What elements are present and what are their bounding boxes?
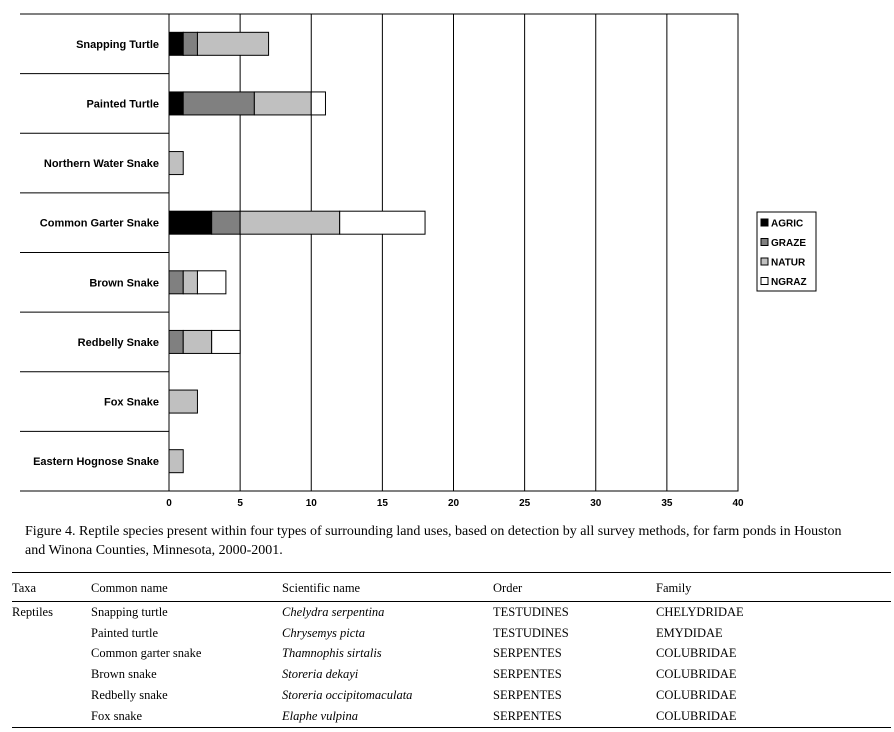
taxa-cell <box>12 706 91 727</box>
order-cell: SERPENTES <box>493 646 562 661</box>
scientific-name-cell: Chelydra serpentina <box>282 604 385 619</box>
scientific-name-cell: Chrysemys picta <box>282 625 365 640</box>
reptile-landuse-chart: Snapping Turtle Painted Turtle Northern Wa… <box>20 13 817 509</box>
bar-natur <box>182 329 213 354</box>
common-name-cell: Redbelly snake <box>91 688 168 703</box>
category-label: Brown Snake <box>89 277 159 289</box>
bar-graze <box>168 329 184 354</box>
legend: AGRIC GRAZE NATUR NGRAZ <box>756 211 817 292</box>
legend-label: NGRAZ <box>771 277 807 288</box>
x-tick-label: 10 <box>306 498 318 509</box>
x-tick-label: 30 <box>590 498 602 509</box>
table-row: Redbelly snake Storeria occipitomaculata… <box>12 685 891 706</box>
category-label: Redbelly Snake <box>78 337 159 349</box>
figure-caption: Figure 4. Reptile species present within… <box>25 524 842 558</box>
taxa-cell <box>12 623 91 644</box>
bar-natur <box>182 270 198 295</box>
bars <box>168 31 426 474</box>
plot-frame <box>168 13 739 492</box>
legend-swatch <box>760 257 769 266</box>
table-header-row: Taxa Common name Scientific name Order F… <box>12 572 891 602</box>
bar-natur <box>253 91 312 116</box>
x-tick-label: 0 <box>166 498 172 509</box>
category-separators <box>20 13 169 492</box>
x-tick-label: 40 <box>732 498 744 509</box>
bar-graze <box>211 210 241 235</box>
species-table: Taxa Common name Scientific name Order F… <box>12 572 891 728</box>
x-tick-label: 15 <box>377 498 389 509</box>
legend-swatch <box>760 238 769 246</box>
family-cell: COLUBRIDAE <box>656 646 737 661</box>
bar-natur <box>168 389 198 414</box>
x-tick-label: 5 <box>237 498 243 509</box>
gridlines <box>239 14 668 491</box>
bar-agric <box>168 31 184 56</box>
x-tick-label: 25 <box>519 498 531 509</box>
taxa-cell: Reptiles <box>12 604 53 619</box>
legend-label: AGRIC <box>771 219 803 230</box>
bar-natur <box>239 210 341 235</box>
plot-area-border <box>168 13 739 492</box>
category-label: Painted Turtle <box>86 98 159 110</box>
taxa-cell <box>12 644 91 665</box>
legend-label: GRAZE <box>771 238 806 249</box>
bar-ngraz <box>196 270 227 295</box>
category-label: Northern Water Snake <box>44 158 159 170</box>
common-name-cell: Snapping turtle <box>91 604 168 619</box>
scientific-name-cell: Storeria dekayi <box>282 667 359 682</box>
category-label: Snapping Turtle <box>76 39 159 51</box>
family-cell: COLUBRIDAE <box>656 708 737 723</box>
family-cell: EMYDIDAE <box>656 625 723 640</box>
scientific-name-cell: Thamnophis sirtalis <box>282 646 382 661</box>
common-name-cell: Painted turtle <box>91 625 158 640</box>
category-label: Eastern Hognose Snake <box>33 456 159 468</box>
taxa-cell <box>12 664 91 685</box>
order-cell: TESTUDINES <box>493 604 569 619</box>
table-row: Painted turtle Chrysemys picta TESTUDINE… <box>12 623 891 644</box>
bar-natur <box>168 151 184 176</box>
header-scientific-name: Scientific name <box>282 580 361 595</box>
category-label: Fox Snake <box>104 397 159 409</box>
family-cell: CHELYDRIDAE <box>656 604 744 619</box>
bar-ngraz <box>310 91 326 116</box>
bar-natur <box>168 449 184 474</box>
bar-agric <box>168 91 184 116</box>
table-row: Fox snake Elaphe vulpina SERPENTES COLUB… <box>12 706 891 728</box>
order-cell: SERPENTES <box>493 708 562 723</box>
bar-graze <box>182 91 255 116</box>
common-name-cell: Brown snake <box>91 667 157 682</box>
common-name-cell: Common garter snake <box>91 646 202 661</box>
x-tick-label: 35 <box>661 498 673 509</box>
bar-ngraz <box>339 210 426 235</box>
order-cell: SERPENTES <box>493 688 562 703</box>
scientific-name-cell: Elaphe vulpina <box>282 708 359 723</box>
order-cell: TESTUDINES <box>493 625 569 640</box>
bar-graze <box>168 270 184 295</box>
taxa-cell <box>12 685 91 706</box>
order-cell: SERPENTES <box>493 667 562 682</box>
category-label: Common Garter Snake <box>40 218 159 230</box>
common-name-cell: Fox snake <box>91 708 143 723</box>
table-row: Common garter snake Thamnophis sirtalis … <box>12 644 891 665</box>
bar-graze <box>182 31 198 56</box>
legend-swatch <box>760 277 769 285</box>
header-common-name: Common name <box>91 580 168 595</box>
family-cell: COLUBRIDAE <box>656 667 737 682</box>
category-labels: Snapping Turtle Painted Turtle Northern Wa… <box>33 39 159 468</box>
scientific-name-cell: Storeria occipitomaculata <box>282 688 413 703</box>
header-taxa: Taxa <box>12 580 37 595</box>
table-row: Reptiles Snapping turtle Chelydra serpen… <box>12 602 891 623</box>
legend-label: NATUR <box>771 258 806 269</box>
bar-agric <box>168 210 213 235</box>
header-order: Order <box>493 580 523 595</box>
bar-ngraz <box>211 329 241 354</box>
x-axis-ticks: 0 5 10 15 20 25 30 35 40 <box>166 498 744 509</box>
table-row: Brown snake Storeria dekayi SERPENTES CO… <box>12 664 891 685</box>
family-cell: COLUBRIDAE <box>656 688 737 703</box>
x-tick-label: 20 <box>448 498 460 509</box>
header-family: Family <box>656 580 692 595</box>
legend-swatch <box>760 218 769 227</box>
bar-natur <box>196 31 270 56</box>
